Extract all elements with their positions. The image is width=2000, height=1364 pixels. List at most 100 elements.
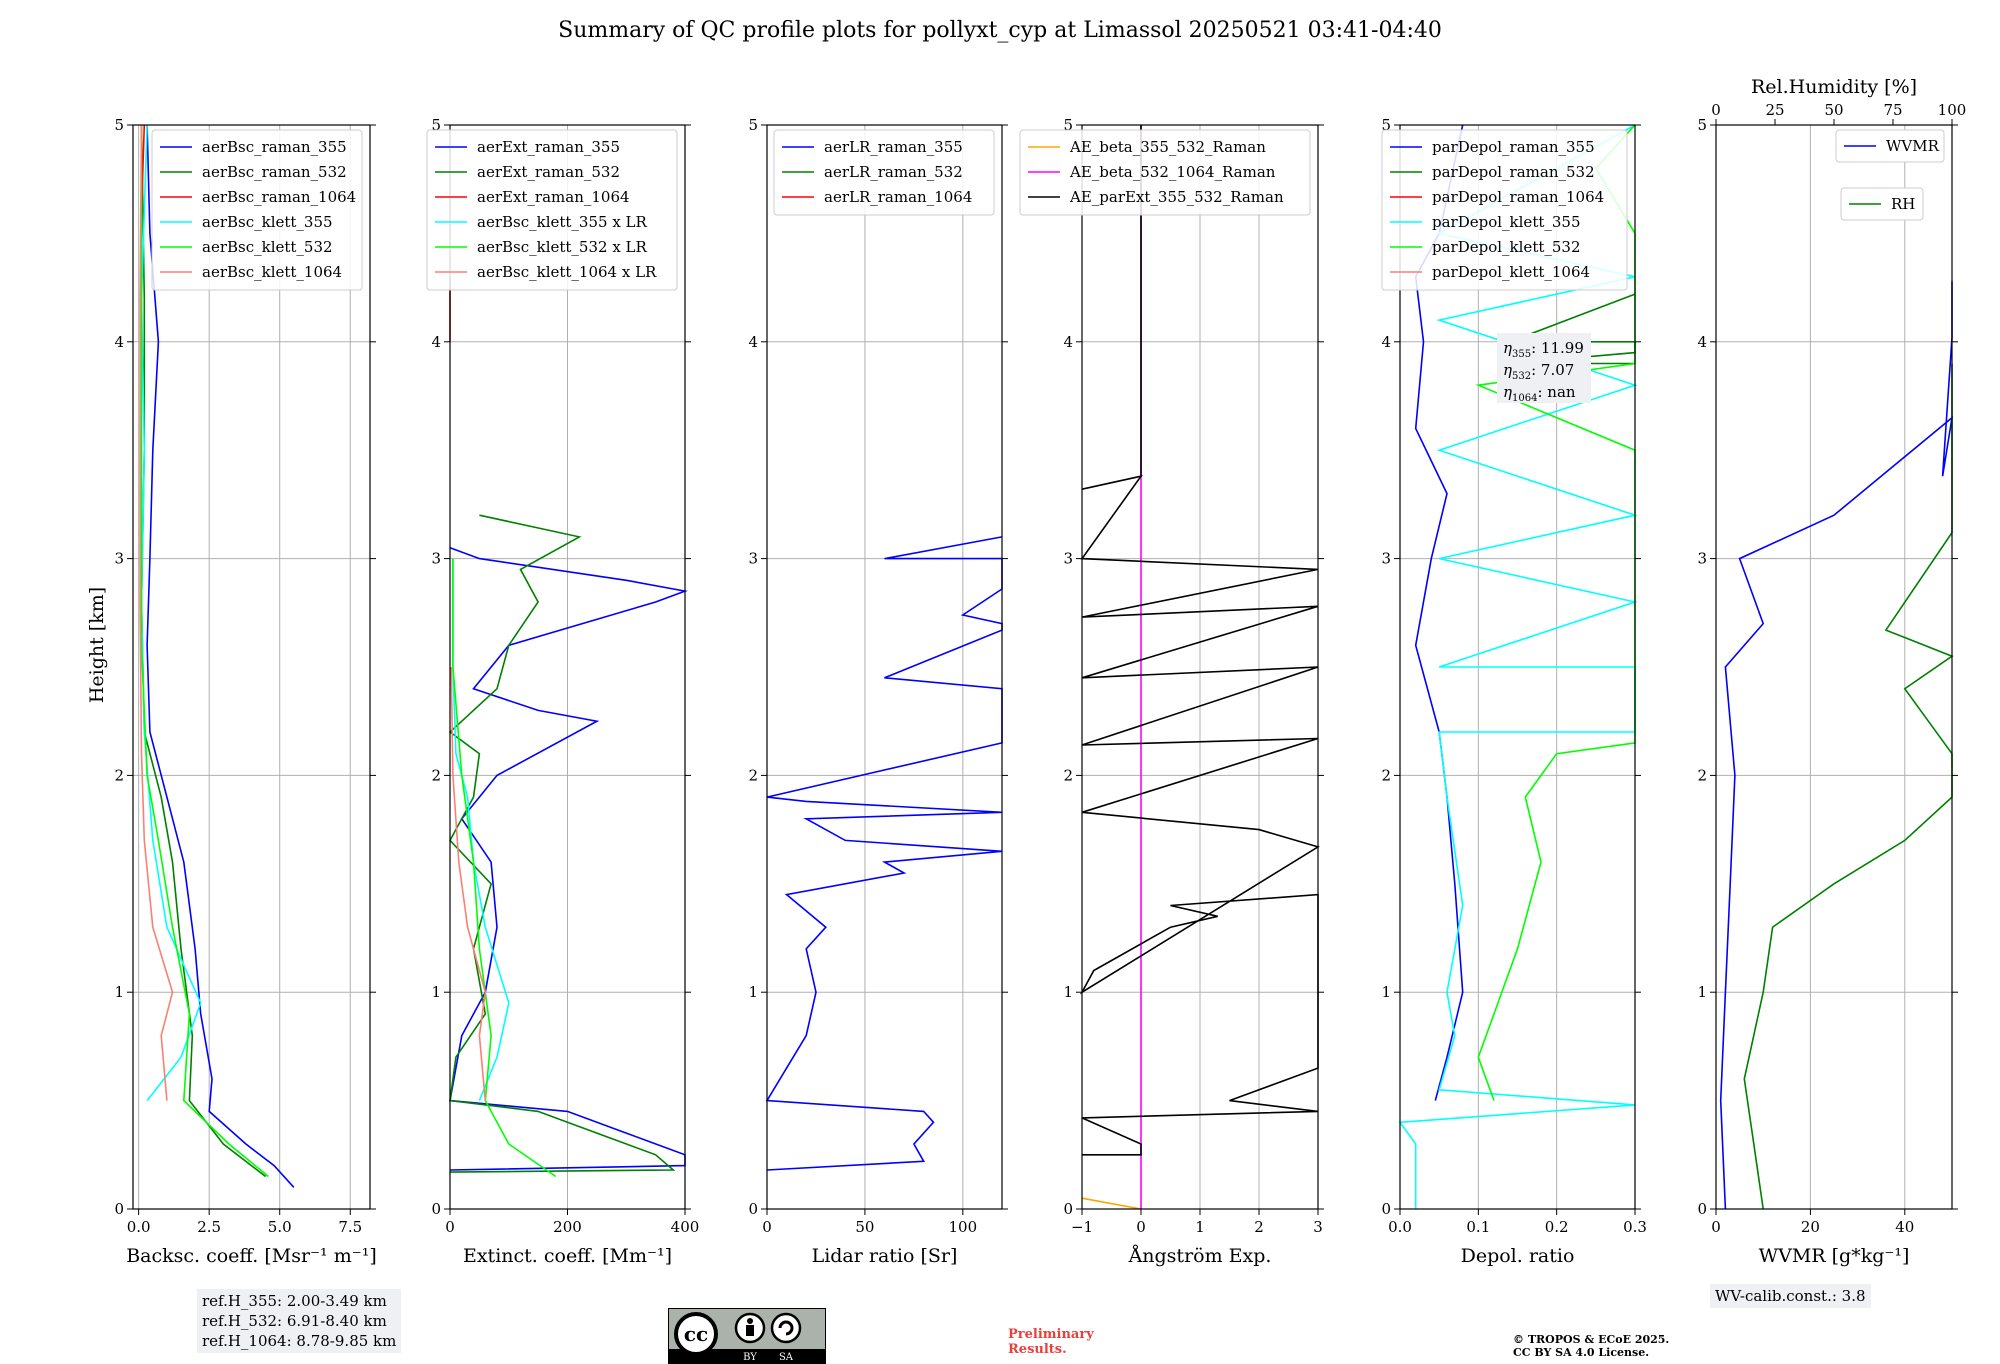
- y-tick-label: 2: [114, 766, 124, 784]
- y-tick-label: 4: [114, 333, 124, 351]
- x-tick-label: 5.0: [268, 1218, 292, 1236]
- copyright-line-1: © TROPOS & ECoE 2025.: [1513, 1333, 1670, 1346]
- legend-entry: aerBsc_klett_1064 x LR: [477, 263, 657, 281]
- x-top-axis-label: Rel.Humidity [%]: [1751, 76, 1917, 98]
- x-tick-label: 0: [762, 1218, 772, 1236]
- series-line-ae-beta-355-532-raman: [1081, 1197, 1142, 1210]
- axes-frame: [132, 124, 371, 1210]
- y-tick-label: 4: [1381, 333, 1391, 351]
- series-line-rh: [1743, 363, 1954, 1210]
- x-tick-label: 2: [1254, 1218, 1264, 1236]
- y-tick-label: 3: [1381, 550, 1391, 568]
- ref-height-532: ref.H_532: 6.91-8.40 km: [202, 1312, 387, 1330]
- legend-entry: parDepol_raman_1064: [1432, 188, 1604, 206]
- cc-by-label: BY: [743, 1352, 757, 1363]
- y-tick-label: 0: [431, 1200, 441, 1218]
- y-axis-label: Height [km]: [86, 587, 108, 703]
- eta-355-value: 11.99: [1541, 339, 1584, 357]
- y-tick-label: 5: [1697, 116, 1707, 134]
- x-tick-label: 0.1: [1466, 1218, 1490, 1236]
- x-top-tick-label: 25: [1765, 101, 1784, 119]
- ref-height-355: ref.H_355: 2.00-3.49 km: [202, 1292, 387, 1310]
- series-line-aerext-raman-532: [448, 514, 676, 1173]
- x-axis-label: WVMR [g*kg⁻¹]: [1759, 1245, 1910, 1267]
- legend-entry: aerBsc_klett_532: [202, 238, 333, 256]
- y-tick-label: 3: [1063, 550, 1073, 568]
- cc-by-sa-logo: cc BY SA: [668, 1308, 826, 1364]
- x-tick-label: −1: [1071, 1218, 1093, 1236]
- copyright-notice: © TROPOS & ECoE 2025. CC BY SA 4.0 Licen…: [1513, 1333, 1669, 1359]
- legend-entry: aerBsc_klett_355 x LR: [477, 213, 648, 231]
- y-tick-label: 2: [1063, 766, 1073, 784]
- series-line-aerbsc-klett-532-x-lr: [452, 558, 557, 1178]
- x-top-tick-label: 0: [1711, 101, 1721, 119]
- legend-entry: aerBsc_klett_532 x LR: [477, 238, 648, 256]
- legend-entry: parDepol_raman_532: [1432, 163, 1595, 181]
- y-tick-label: 2: [431, 766, 441, 784]
- eta-532-value: 7.07: [1541, 361, 1574, 379]
- x-axis-label: Depol. ratio: [1461, 1245, 1575, 1267]
- copyright-line-2: CC BY SA 4.0 License.: [1513, 1346, 1650, 1359]
- legend-entry: aerExt_raman_1064: [477, 188, 630, 206]
- series-line-ae-parext-355-532-raman: [1079, 125, 1320, 1156]
- x-tick-label: 100: [949, 1218, 978, 1236]
- legend-entry: aerBsc_klett_1064: [202, 263, 342, 281]
- y-tick-label: 4: [1063, 333, 1073, 351]
- figure-title: Summary of QC profile plots for pollyxt_…: [558, 18, 1442, 43]
- legend-entry: aerExt_raman_532: [477, 163, 620, 181]
- legend-box: [1835, 129, 1945, 163]
- y-tick-label: 1: [1697, 983, 1707, 1001]
- legend-entry: aerLR_raman_532: [824, 163, 963, 181]
- svg-text:η1064: nan: η1064: nan: [1503, 383, 1576, 404]
- x-tick-label: 0.3: [1623, 1218, 1647, 1236]
- x-axis-label: Extinct. coeff. [Mm⁻¹]: [463, 1245, 672, 1267]
- y-tick-label: 0: [748, 1200, 758, 1218]
- y-tick-label: 5: [748, 116, 758, 134]
- legend-box: [1381, 129, 1628, 291]
- series-line-aerbsc-klett-1064: [139, 124, 174, 1101]
- legend-box: [773, 129, 995, 216]
- legend-entry: parDepol_klett_355: [1432, 213, 1581, 231]
- x-tick-label: 200: [553, 1218, 582, 1236]
- y-tick-label: 3: [114, 550, 124, 568]
- y-tick-label: 0: [1381, 1200, 1391, 1218]
- x-axis-label: Ångström Exp.: [1128, 1245, 1272, 1267]
- panel-5: 0.0 0.1 0.2 0.3 0 1 2 3 4 5 Depol. ratio parDepol_r…: [1381, 116, 1646, 1267]
- x-tick-label: 0: [1711, 1218, 1721, 1236]
- legend-entry: aerBsc_raman_355: [202, 138, 347, 156]
- legend-box: [151, 129, 363, 291]
- x-tick-label: 2.5: [197, 1218, 221, 1236]
- legend-entry: parDepol_raman_355: [1432, 138, 1595, 156]
- y-tick-label: 0: [114, 1200, 124, 1218]
- legend-entry: parDepol_klett_532: [1432, 238, 1581, 256]
- series-line-wvmr: [1719, 281, 1954, 1210]
- legend-entry: AE_beta_532_1064_Raman: [1069, 163, 1276, 181]
- legend-entry: aerLR_raman_355: [824, 138, 963, 156]
- cc-sa-label: SA: [779, 1352, 794, 1363]
- y-tick-label: 5: [431, 116, 441, 134]
- y-tick-label: 1: [114, 983, 124, 1001]
- legend-box: [1840, 187, 1924, 221]
- x-tick-label: 3: [1313, 1218, 1323, 1236]
- x-tick-label: 1: [1195, 1218, 1205, 1236]
- reference-height-box: ref.H_355: 2.00-3.49 km ref.H_532: 6.91-…: [197, 1289, 402, 1353]
- legend-box: [426, 129, 678, 291]
- series-line-aerbsc-klett-1064-x-lr: [450, 666, 487, 1101]
- x-axis-label: Backsc. coeff. [Msr⁻¹ m⁻¹]: [126, 1245, 377, 1267]
- svg-text:cc: cc: [684, 1322, 708, 1346]
- y-tick-label: 5: [1381, 116, 1391, 134]
- preliminary-notice: Preliminary Results.: [1008, 1327, 1094, 1357]
- legend-entry: aerLR_raman_1064: [824, 188, 972, 206]
- x-tick-label: 0.2: [1545, 1218, 1569, 1236]
- y-tick-label: 4: [748, 333, 758, 351]
- y-tick-label: 3: [1697, 550, 1707, 568]
- wv-calib-const: WV-calib.const.: 3.8: [1715, 1287, 1866, 1305]
- y-tick-label: 5: [114, 116, 124, 134]
- legend-entry: aerBsc_klett_355: [202, 213, 333, 231]
- y-tick-label: 0: [1063, 1200, 1073, 1218]
- x-tick-label: 0: [1136, 1218, 1146, 1236]
- legend-entry: aerBsc_raman_532: [202, 163, 347, 181]
- panel-3: 0 50 100 0 1 2 3 4 5 Lidar ratio [Sr] aerLR_raman_…: [748, 116, 1008, 1267]
- preliminary-line-1: Preliminary: [1008, 1327, 1094, 1342]
